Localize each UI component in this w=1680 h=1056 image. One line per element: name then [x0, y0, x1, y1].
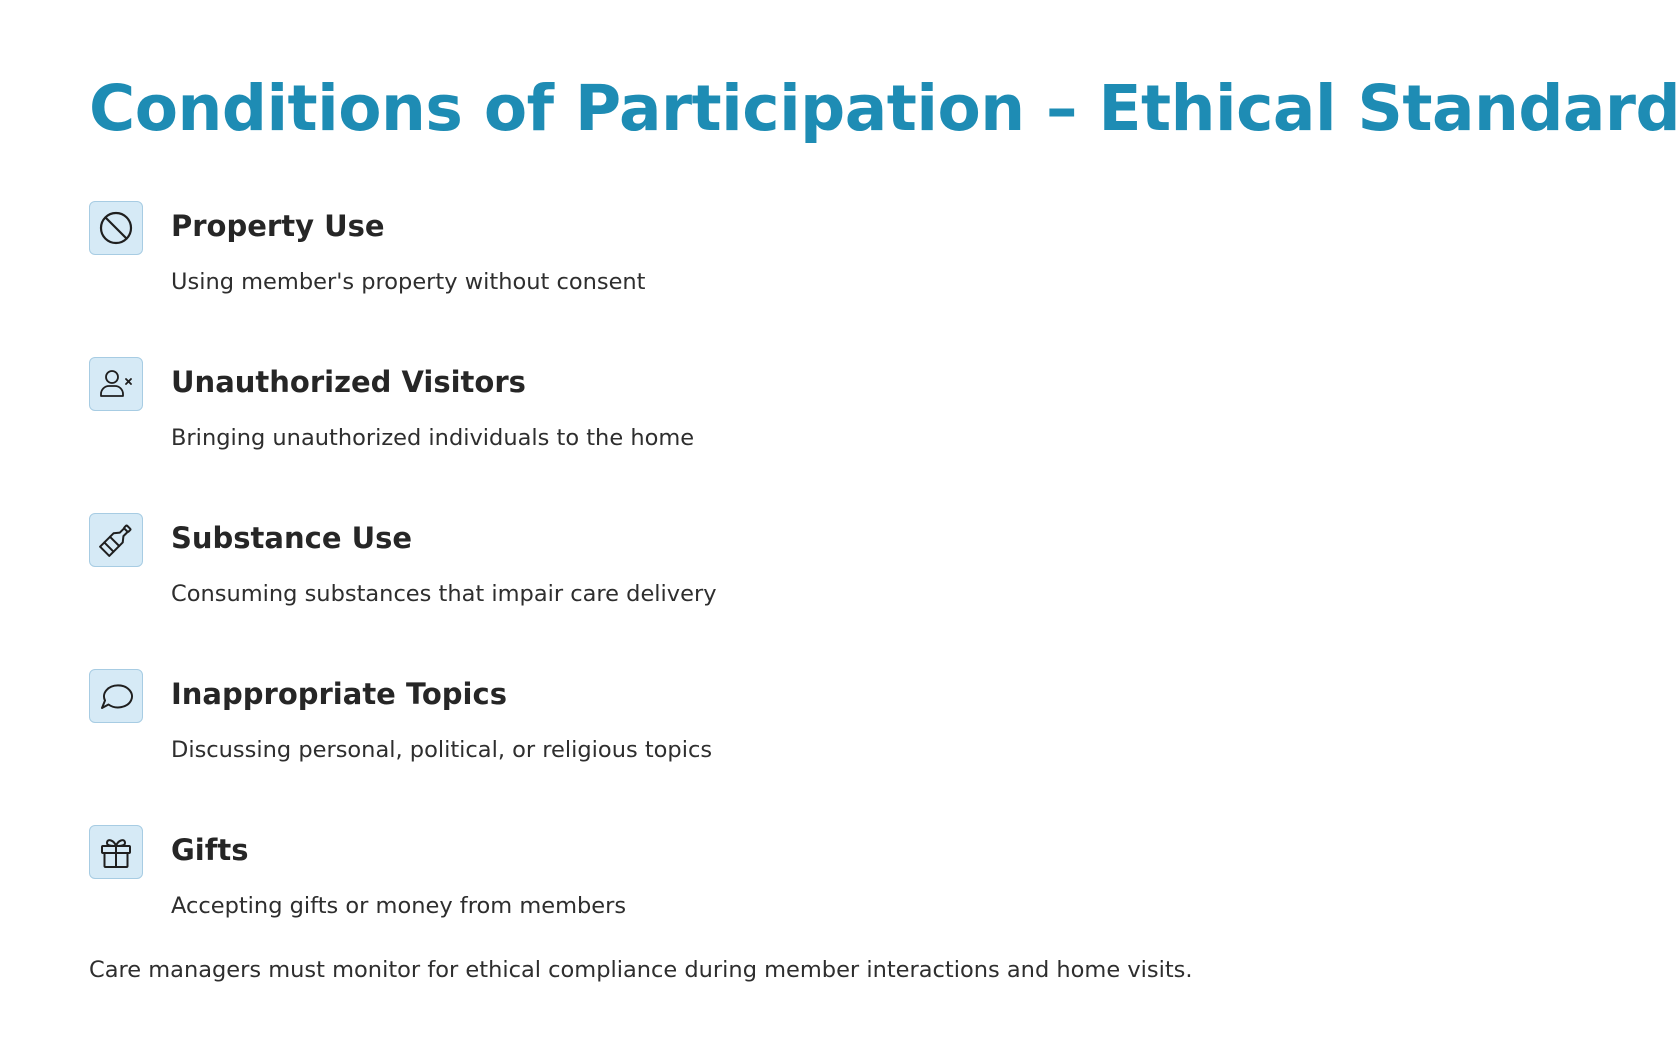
item-title: Property Use: [171, 209, 385, 243]
prohibited-icon: [89, 201, 143, 255]
slide: Conditions of Participation – Ethical St…: [89, 0, 1680, 1056]
footer-note: Care managers must monitor for ethical c…: [89, 957, 1193, 983]
item-description: Bringing unauthorized individuals to the…: [171, 425, 695, 451]
list-item-unauthorized-visitors: Unauthorized Visitors Bringing unauthori…: [89, 357, 1289, 467]
item-title: Inappropriate Topics: [171, 677, 507, 711]
item-title: Unauthorized Visitors: [171, 365, 526, 399]
speech-bubble-icon: [89, 669, 143, 723]
user-x-icon: [89, 357, 143, 411]
item-description: Discussing personal, political, or relig…: [171, 737, 713, 763]
item-title: Substance Use: [171, 521, 413, 555]
list-item-gifts: Gifts Accepting gifts or money from memb…: [89, 825, 1289, 935]
list-item-substance-use: Substance Use Consuming substances that …: [89, 513, 1289, 623]
list-item-inappropriate-topics: Inappropriate Topics Discussing personal…: [89, 669, 1289, 779]
item-description: Accepting gifts or money from members: [171, 893, 627, 919]
item-description: Using member's property without consent: [171, 269, 646, 295]
page-title: Conditions of Participation – Ethical St…: [89, 72, 1680, 145]
bottle-icon: [89, 513, 143, 567]
gift-icon: [89, 825, 143, 879]
item-description: Consuming substances that impair care de…: [171, 581, 717, 607]
item-title: Gifts: [171, 833, 249, 867]
list-item-property-use: Property Use Using member's property wit…: [89, 201, 1289, 311]
